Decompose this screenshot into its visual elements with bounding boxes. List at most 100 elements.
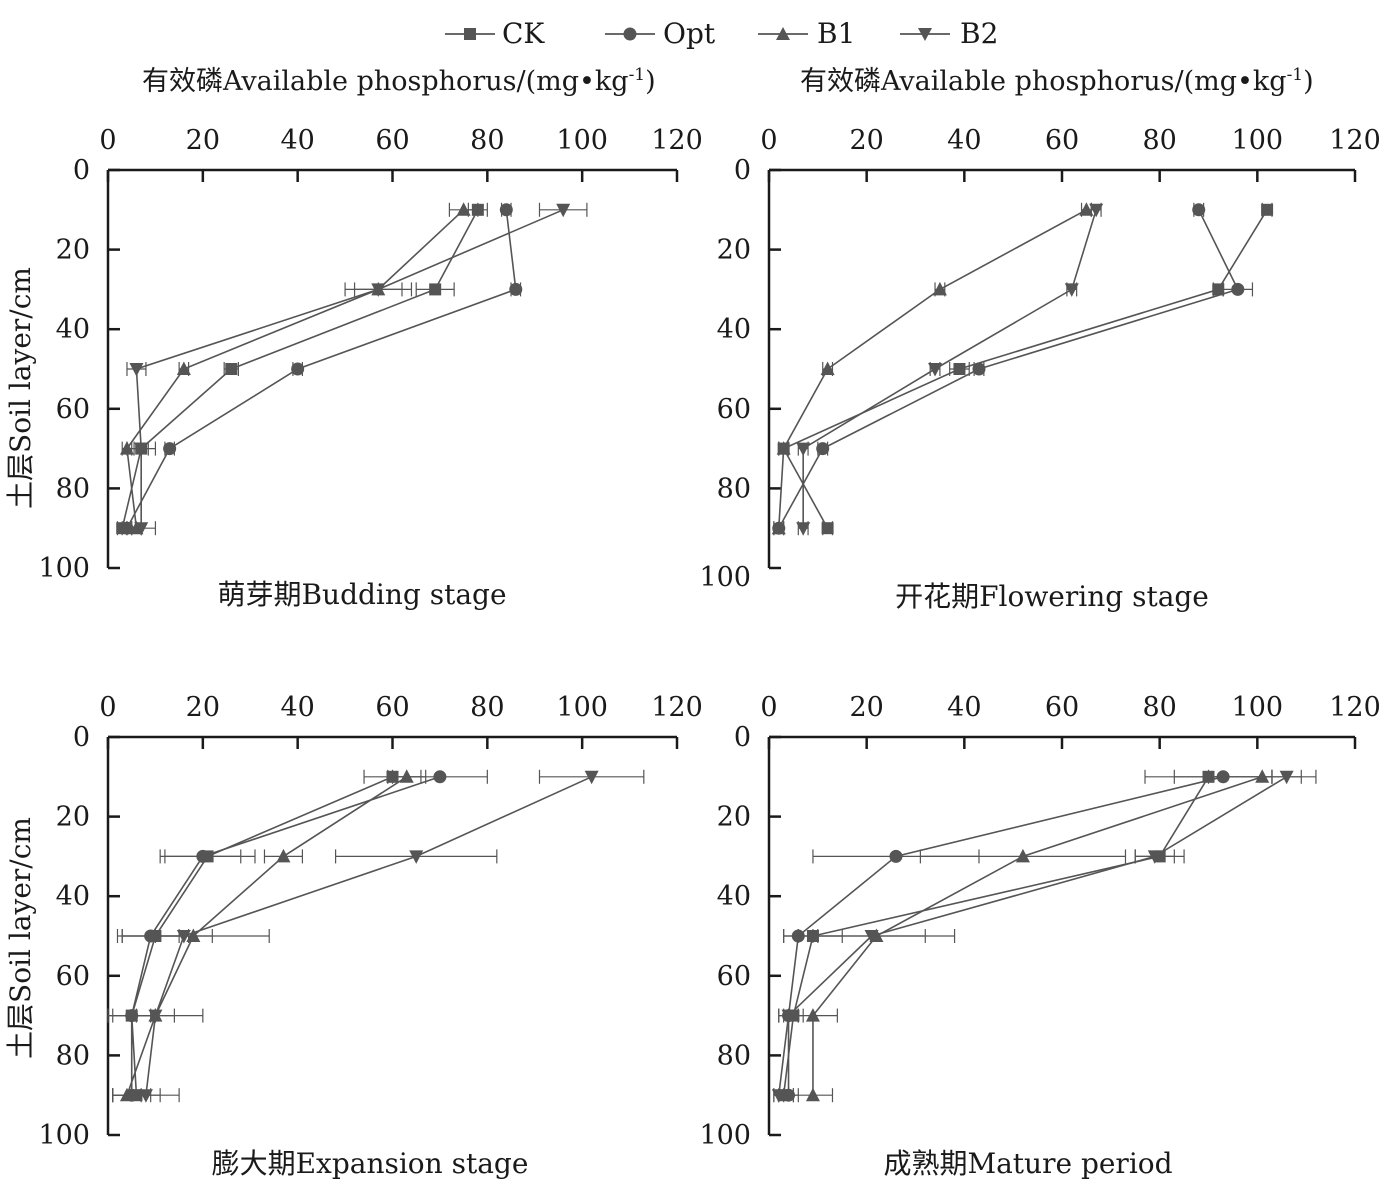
y-tick-label: 80 — [56, 473, 90, 504]
legend-marker-opt — [624, 28, 637, 41]
stage-label: 成熟期Mature period — [883, 1147, 1172, 1180]
legend-label-opt: Opt — [663, 17, 716, 50]
y-tick-label: 80 — [717, 473, 751, 504]
series-line-b2 — [136, 210, 563, 528]
x-tick-label: 60 — [1045, 692, 1079, 723]
data-point-opt — [1192, 203, 1205, 216]
y-axis-label-top: 土层Soil layer/cm — [4, 267, 37, 509]
data-point-ck — [429, 283, 441, 295]
data-point-b2 — [1280, 771, 1294, 785]
legend-entry-opt: Opt — [605, 17, 716, 50]
data-point-opt — [509, 283, 522, 296]
y-tick-label: 100 — [699, 562, 751, 593]
y-tick-label: 0 — [73, 722, 90, 753]
x-tick-label: 40 — [947, 692, 981, 723]
x-tick-label: 100 — [1232, 125, 1284, 156]
data-point-opt — [291, 363, 304, 376]
x-tick-label: 80 — [470, 125, 504, 156]
panel-mature-period: 0 20 40 60 80 100 120020406080100成熟期Mature per… — [699, 692, 1380, 1180]
stage-label: 开花期Flowering stage — [895, 580, 1209, 613]
x-tick-label: 60 — [375, 125, 409, 156]
legend-label-b2: B2 — [960, 17, 998, 50]
legend-marker-ck — [464, 28, 476, 40]
x-tick-label: 60 — [1045, 125, 1079, 156]
data-point-b1 — [806, 1088, 820, 1102]
x-tick-label: 100 — [1232, 692, 1284, 723]
legend-entry-ck: CK — [445, 17, 545, 50]
panel-expansion-stage: 0 20 40 60 80 100 120020406080100膨大期Expansion … — [38, 692, 702, 1180]
series-b2 — [127, 203, 587, 536]
data-point-b1 — [1255, 769, 1269, 783]
x-tick-label: 80 — [470, 692, 504, 723]
y-tick-label: 20 — [56, 802, 90, 833]
panel-budding-stage: 0 20 40 60 80 100 120 0 20 40 60 80 100 萌芽期Budding st… — [38, 125, 702, 611]
legend-entry-b1: B1 — [758, 17, 855, 50]
y-tick-label: 60 — [56, 394, 90, 425]
data-point-opt — [816, 442, 829, 455]
x-tick-label: 0 — [99, 692, 116, 723]
data-point-ck — [1261, 204, 1273, 216]
x-tick-label: 20 — [849, 692, 883, 723]
y-tick-label: 40 — [717, 314, 751, 345]
data-point-opt — [972, 363, 985, 376]
x-tick-label: 40 — [947, 125, 981, 156]
legend: CK Opt B1 B2 — [445, 17, 998, 50]
x-tick-label: 40 — [280, 125, 314, 156]
x-tick-label: 120 — [651, 125, 703, 156]
x-tick-label: 120 — [1329, 125, 1381, 156]
y-tick-label: 80 — [56, 1040, 90, 1071]
data-point-b1 — [400, 769, 414, 783]
data-point-b2 — [409, 850, 423, 864]
series-line-opt — [779, 210, 1238, 528]
data-point-ck — [953, 363, 965, 375]
series-line-ck — [784, 210, 1267, 528]
data-point-b2 — [585, 771, 599, 785]
y-tick-label: 40 — [717, 881, 751, 912]
data-point-b1 — [276, 849, 290, 863]
data-point-opt — [500, 203, 513, 216]
y-tick-label: 0 — [73, 155, 90, 186]
y-tick-label: 20 — [717, 235, 751, 266]
y-tick-label: 0 — [734, 722, 751, 753]
legend-entry-b2: B2 — [900, 17, 998, 50]
x-tick-label: 20 — [186, 692, 220, 723]
y-tick-label: 20 — [717, 802, 751, 833]
data-point-b2 — [129, 363, 143, 377]
panel-flowering-stage: 0 20 40 60 80 100 120 0 20 40 60 80 100 开花期Flowering … — [699, 125, 1380, 613]
x-tick-label: 20 — [186, 125, 220, 156]
x-tick-label: 0 — [99, 125, 116, 156]
right-top-title: 有效磷Available phosphorus/(mg•kg-1) — [800, 65, 1314, 97]
left-top-title: 有效磷Available phosphorus/(mg•kg-1) — [142, 65, 656, 97]
y-tick-label: 0 — [734, 155, 751, 186]
y-tick-label: 20 — [56, 235, 90, 266]
x-tick-label: 80 — [1142, 125, 1176, 156]
data-point-b1 — [1016, 849, 1030, 863]
series-b2 — [772, 770, 1302, 1103]
data-point-opt — [1231, 283, 1244, 296]
y-tick-label: 100 — [699, 1120, 751, 1151]
figure-canvas: CK Opt B1 B2 有效磷Available phosphorus/(mg… — [0, 0, 1381, 1199]
x-tick-label: 100 — [556, 125, 608, 156]
y-axis-label-bottom: 土层Soil layer/cm — [4, 817, 37, 1059]
x-tick-label: 120 — [651, 692, 703, 723]
y-tick-label: 40 — [56, 881, 90, 912]
data-point-opt — [889, 850, 902, 863]
series-b2 — [113, 770, 644, 1103]
data-point-ck — [225, 363, 237, 375]
series-ck — [778, 203, 1273, 535]
y-tick-label: 100 — [38, 553, 90, 584]
x-tick-label: 20 — [849, 125, 883, 156]
y-tick-label: 60 — [717, 394, 751, 425]
legend-label-b1: B1 — [817, 17, 855, 50]
x-tick-label: 0 — [760, 692, 777, 723]
y-tick-label: 60 — [56, 961, 90, 992]
data-point-opt — [433, 770, 446, 783]
series-opt — [772, 203, 1252, 535]
legend-label-ck: CK — [502, 17, 545, 50]
x-tick-label: 80 — [1142, 692, 1176, 723]
y-tick-label: 80 — [717, 1040, 751, 1071]
x-tick-label: 40 — [280, 692, 314, 723]
stage-label: 萌芽期Budding stage — [217, 578, 506, 611]
x-tick-label: 120 — [1329, 692, 1381, 723]
data-point-b2 — [556, 204, 570, 218]
